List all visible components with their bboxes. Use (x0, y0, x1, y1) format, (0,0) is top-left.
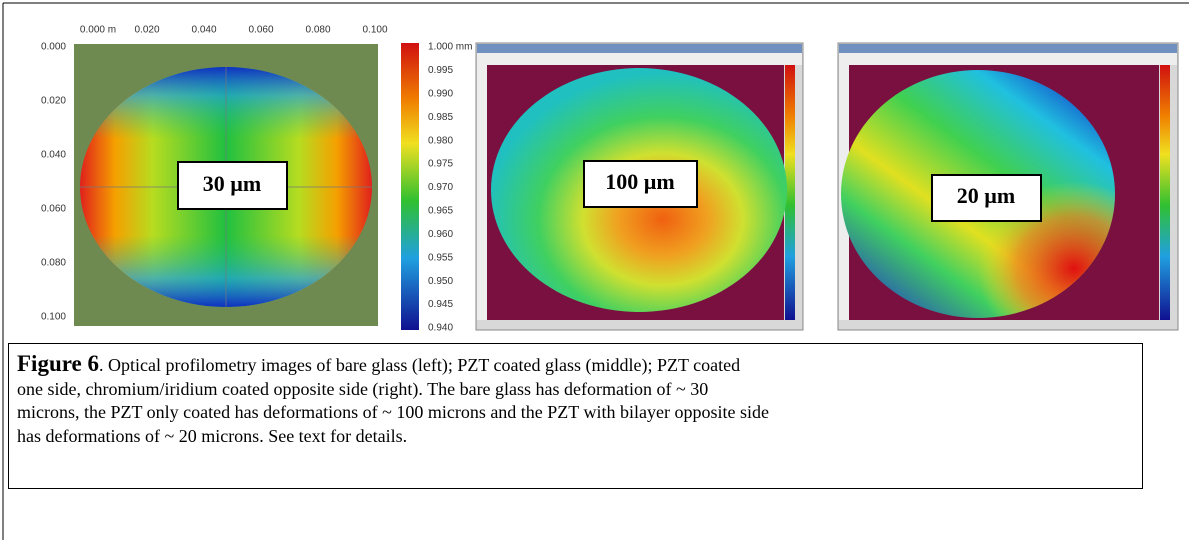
tick-label: 0.080 (41, 258, 66, 269)
tick-label: 0.970 (428, 182, 453, 193)
tick-label: 0.040 (191, 25, 216, 36)
tick-label: 0.020 (134, 25, 159, 36)
page: 30 µm 0.000 m 0.020 0.040 0.060 0.080 0.100 0.… (0, 0, 1189, 540)
caption: Figure 6. Optical profilometry images of… (8, 343, 1143, 489)
middle-image: 100 µm (476, 43, 803, 330)
tick-label: 0.955 (428, 252, 453, 263)
caption-line: has deformations of ~ 20 microns. See te… (17, 426, 407, 446)
tick-label: 0.945 (428, 299, 453, 310)
left-image: 30 µm (74, 43, 419, 330)
tick-label: 1.000 mm (428, 42, 472, 53)
tick-label: 0.965 (428, 206, 453, 217)
tick-label: 0.980 (428, 135, 453, 146)
tick-label: 0.040 (41, 150, 66, 161)
tick-label: 0.060 (41, 204, 66, 215)
tick-label: 0.950 (428, 276, 453, 287)
right-image: 20 µm (838, 43, 1178, 330)
caption-line: microns, the PZT only coated has deforma… (17, 402, 769, 422)
tick-label: 0.100 (362, 25, 387, 36)
tick-label: 0.975 (428, 159, 453, 170)
caption-line: . Optical profilometry images of bare gl… (99, 355, 740, 375)
tick-label: 0.960 (428, 229, 453, 240)
figure-label: Figure 6 (17, 351, 99, 376)
caption-line: one side, chromium/iridium coated opposi… (17, 379, 708, 399)
tick-label: 0.940 (428, 323, 453, 334)
tick-label: 0.060 (248, 25, 273, 36)
tick-label: 0.000 (41, 42, 66, 53)
tick-label: 0.000 m (80, 25, 116, 36)
tick-label: 0.100 (41, 312, 66, 323)
deformation-label: 20 µm (957, 183, 1016, 208)
tick-label: 0.995 (428, 65, 453, 76)
tick-label: 0.080 (305, 25, 330, 36)
tick-label: 0.990 (428, 88, 453, 99)
deformation-label: 30 µm (203, 171, 262, 196)
deformation-label: 100 µm (605, 169, 675, 194)
tick-label: 0.020 (41, 96, 66, 107)
tick-label: 0.985 (428, 112, 453, 123)
